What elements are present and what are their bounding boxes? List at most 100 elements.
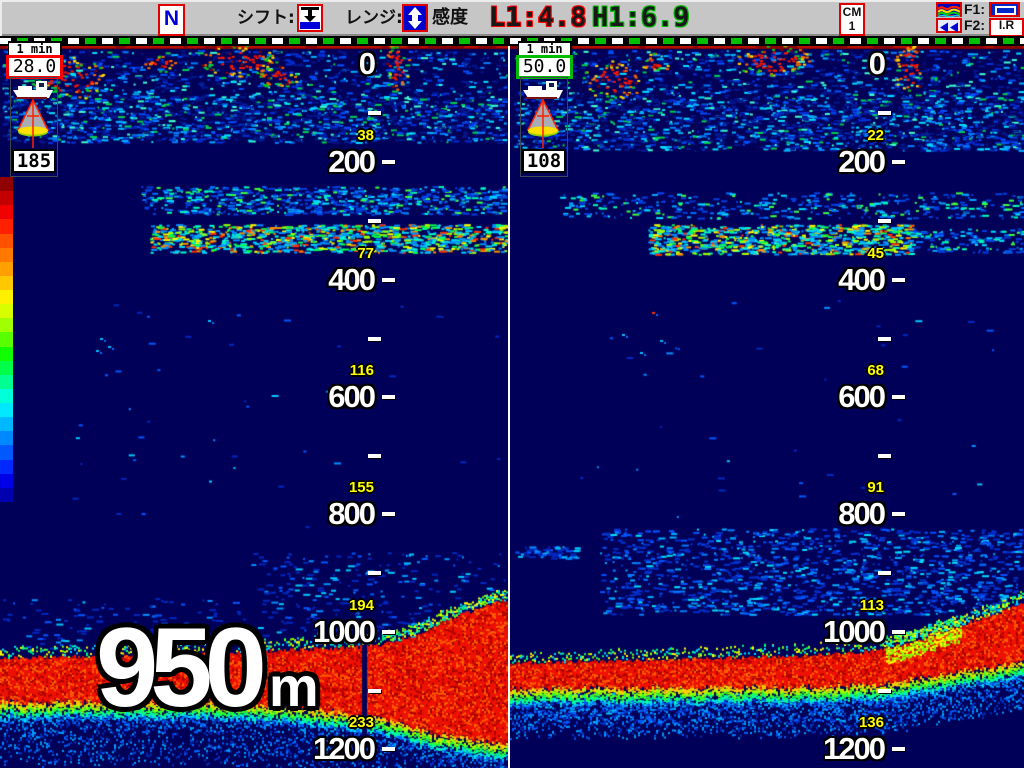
depth-minor-label: 233 bbox=[348, 714, 374, 731]
counter-value: 185 bbox=[16, 150, 52, 172]
depth-mid-tick bbox=[368, 453, 381, 458]
f1-label: F1: bbox=[964, 1, 985, 17]
depth-major-label: 800 bbox=[838, 496, 886, 531]
depth-readout: 950 m bbox=[96, 612, 319, 743]
depth-minor-label: 155 bbox=[348, 479, 374, 496]
color-scale-segment bbox=[0, 346, 13, 361]
frequency-box-low[interactable]: 28.0 bbox=[6, 55, 63, 79]
color-scale-segment bbox=[0, 233, 13, 248]
depth-major-tick bbox=[382, 747, 395, 751]
depth-minor-label: 136 bbox=[858, 714, 884, 731]
depth-major-tick bbox=[892, 630, 905, 634]
range-updown-icon[interactable] bbox=[402, 4, 428, 32]
echogram-panel-high: 0 200 22 400 45 600 68 800 91 1000 113 1200 136 1 mi… bbox=[510, 41, 1024, 768]
depth-major-tick bbox=[382, 395, 395, 399]
depth-minor-label: 68 bbox=[867, 362, 884, 379]
depth-major-tick bbox=[892, 747, 905, 751]
depth-minor-label: 91 bbox=[867, 479, 884, 496]
north-indicator-button[interactable]: N bbox=[158, 4, 185, 36]
window-mode-icon[interactable] bbox=[989, 2, 1020, 17]
depth-mid-tick bbox=[368, 688, 381, 693]
depth-major-label: 1000 bbox=[313, 614, 376, 649]
interference-rejection-button[interactable]: I.R bbox=[989, 18, 1024, 37]
shift-label: シフト: bbox=[237, 8, 295, 28]
color-scale-segment bbox=[0, 374, 13, 389]
depth-minor-label: 116 bbox=[349, 362, 374, 379]
depth-minor-label: 77 bbox=[357, 245, 374, 262]
depth-major-label: 400 bbox=[838, 262, 886, 297]
sounder-column-frame bbox=[520, 77, 568, 177]
depth-major-tick bbox=[382, 512, 395, 516]
depth-mid-tick bbox=[368, 336, 381, 341]
depth-mid-tick bbox=[368, 571, 381, 575]
depth-major-label: 600 bbox=[328, 379, 376, 414]
echogram-canvas-high bbox=[510, 46, 1024, 768]
depth-major-label: 600 bbox=[838, 379, 886, 414]
ship-beam-icon bbox=[10, 78, 56, 148]
color-scale-segment bbox=[0, 219, 13, 234]
depth-major-label: 800 bbox=[328, 496, 376, 531]
depth-minor-label: 38 bbox=[357, 127, 374, 144]
shift-down-icon[interactable] bbox=[297, 4, 323, 32]
depth-major-label: 400 bbox=[328, 262, 376, 297]
echogram-panel-low: 0 200 38 400 77 600 116 800 155 1000 194 1200 233 1 … bbox=[0, 41, 508, 768]
color-scale-segment bbox=[0, 304, 13, 319]
f2-label: F2: bbox=[964, 17, 985, 33]
sounder-column-frame bbox=[10, 77, 58, 177]
color-scale-segment bbox=[0, 417, 13, 432]
depth-mid-tick bbox=[368, 111, 381, 115]
color-scale-segment bbox=[0, 403, 13, 418]
color-scale-segment bbox=[0, 487, 13, 502]
depth-mid-tick bbox=[878, 688, 891, 693]
time-scale-label: 1 min bbox=[526, 42, 563, 56]
rewind-icon[interactable] bbox=[936, 18, 962, 33]
depth-value: 950 bbox=[96, 605, 267, 730]
depth-major-tick bbox=[892, 278, 905, 282]
depth-major-tick bbox=[892, 512, 905, 516]
color-scale-segment bbox=[0, 261, 13, 276]
depth-mid-tick bbox=[878, 111, 891, 115]
echogram-thumbnail-icon[interactable] bbox=[936, 2, 962, 18]
depth-major-tick bbox=[382, 278, 395, 282]
depth-major-label: 1200 bbox=[313, 731, 376, 766]
time-scale-label: 1 min bbox=[16, 42, 53, 56]
depth-major-label: 1000 bbox=[823, 614, 886, 649]
depth-mid-tick bbox=[878, 571, 891, 575]
depth-major-tick bbox=[382, 160, 395, 164]
color-scale-segment bbox=[0, 431, 13, 446]
gain-high-readout: H1:6.9 bbox=[592, 2, 690, 33]
depth-major-tick bbox=[892, 395, 905, 399]
color-scale-segment bbox=[0, 177, 13, 192]
depth-mid-tick bbox=[878, 453, 891, 458]
color-scale-segment bbox=[0, 191, 13, 206]
cm-value: 1 bbox=[848, 19, 856, 33]
transmission-dashes bbox=[0, 38, 1024, 44]
depth-mid-tick bbox=[368, 219, 381, 223]
color-scale-segment bbox=[0, 445, 13, 460]
depth-major-label: 1200 bbox=[823, 731, 886, 766]
depth-mid-tick bbox=[878, 219, 891, 223]
depth-mid-tick bbox=[878, 336, 891, 341]
frequency-box-high[interactable]: 50.0 bbox=[516, 55, 573, 79]
depth-minor-label: 45 bbox=[867, 245, 884, 262]
color-scale-segment bbox=[0, 459, 13, 474]
color-scale-segment bbox=[0, 275, 13, 290]
color-scale-segment bbox=[0, 332, 13, 347]
range-label: レンジ: bbox=[345, 8, 403, 28]
frequency-value: 28.0 bbox=[12, 56, 57, 77]
color-scale-segment bbox=[0, 388, 13, 403]
bottom-counter-low: 185 bbox=[12, 149, 56, 173]
frequency-value: 50.0 bbox=[522, 56, 567, 77]
depth-major-label: 0 bbox=[868, 46, 886, 81]
depth-minor-label: 22 bbox=[867, 127, 884, 144]
ship-beam-icon bbox=[520, 78, 566, 148]
panel-divider bbox=[508, 46, 510, 768]
depth-major-label: 200 bbox=[838, 144, 886, 179]
depth-minor-label: 194 bbox=[348, 597, 374, 614]
window-glyph bbox=[995, 6, 1016, 15]
color-scale-segment bbox=[0, 360, 13, 375]
toolbar: N シフト: レンジ: 感度 L1:4.8 H1:6.9 CM 1 bbox=[0, 0, 1024, 37]
cm-mode-button[interactable]: CM 1 bbox=[839, 3, 865, 36]
color-scale-segment bbox=[0, 318, 13, 333]
